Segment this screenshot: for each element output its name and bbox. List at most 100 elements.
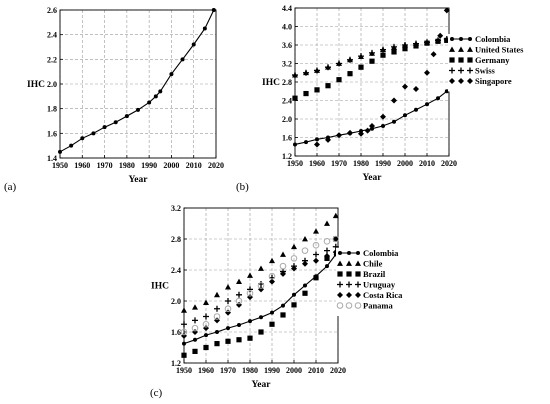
x-tick-label: 2010: [419, 159, 435, 168]
legend-marker-colombia: [356, 251, 360, 255]
legend-marker-united-states: [467, 46, 473, 52]
data-point-uruguay: [332, 243, 339, 250]
x-axis-label: Year: [363, 173, 383, 183]
data-point-germany: [391, 49, 397, 55]
data-point-colombia: [204, 333, 208, 338]
x-axis-label: Year: [129, 175, 149, 185]
data-point-colombia: [147, 100, 152, 105]
data-point-germany: [292, 95, 298, 101]
legend-label-brazil: Brazil: [363, 269, 386, 279]
legend-label-chile: Chile: [363, 259, 383, 269]
x-tick-label: 1980: [242, 366, 258, 375]
data-point-singapore: [325, 136, 331, 143]
legend-marker-costa-rica: [346, 292, 352, 298]
data-point-chile: [269, 257, 275, 264]
data-point-swiss: [435, 37, 441, 44]
data-point-panama: [191, 324, 199, 332]
y-tick-label: 1.6: [47, 129, 57, 138]
x-tick-label: 2020: [208, 161, 224, 170]
legend-marker-singapore: [467, 78, 473, 84]
data-point-singapore: [443, 7, 450, 14]
data-point-colombia: [113, 120, 118, 125]
x-tick-label: 1950: [52, 161, 68, 170]
legend-label-swiss: Swiss: [475, 66, 496, 76]
data-point-colombia: [259, 315, 263, 320]
y-tick-label: 2.2: [47, 55, 57, 64]
data-point-germany: [369, 58, 375, 64]
x-tick-label: 1990: [375, 159, 391, 168]
legend-marker-chile: [346, 260, 352, 266]
data-point-colombia: [281, 303, 285, 308]
x-tick-label: 1970: [97, 161, 113, 170]
legend-label-singapore: Singapore: [475, 76, 512, 86]
data-point-costa-rica: [302, 260, 308, 267]
y-tick-label: 2.0: [171, 297, 181, 306]
data-point-colombia: [158, 89, 163, 94]
panel-label: (a): [4, 181, 17, 193]
chart-panel-1: 1950 1960 1970 1980 1990 2000 2010 2020 1.2 1.6 2.…: [236, 4, 548, 193]
series-colombia: [58, 8, 216, 154]
x-tick-label: 2000: [397, 159, 413, 168]
data-point-uruguay: [181, 321, 187, 328]
y-tick-label: 2.4: [171, 266, 181, 275]
y-axis-label: IHC: [151, 282, 169, 292]
data-point-colombia: [211, 8, 216, 12]
data-point-swiss: [424, 39, 430, 46]
legend-label-germany: Germany: [475, 55, 510, 65]
legend-marker-swiss: [458, 67, 464, 74]
data-point-brazil: [236, 337, 242, 343]
data-point-panama: [235, 297, 243, 305]
data-point-germany: [380, 52, 386, 58]
y-tick-label: 2.6: [47, 6, 57, 15]
y-tick-label: 3.6: [282, 41, 292, 50]
data-point-colombia: [91, 131, 96, 136]
data-point-uruguay: [313, 251, 319, 258]
data-point-chile: [203, 299, 209, 305]
legend-label-united-states: United States: [475, 45, 524, 55]
data-point-panama: [312, 241, 320, 249]
data-point-costa-rica: [291, 265, 297, 272]
data-point-swiss: [303, 69, 309, 76]
data-point-chile: [313, 228, 319, 234]
data-point-singapore: [364, 127, 371, 134]
y-tick-label: 4.4: [282, 4, 292, 13]
data-point-germany: [325, 83, 331, 89]
data-point-chile: [324, 220, 330, 226]
data-point-germany: [402, 46, 408, 52]
legend-label-costa-rica: Costa Rica: [363, 290, 403, 300]
data-point-brazil: [258, 329, 264, 335]
series-brazil: [181, 236, 339, 358]
data-point-colombia: [58, 149, 62, 154]
data-point-swiss: [292, 72, 298, 79]
y-tick-label: 1.2: [171, 359, 181, 368]
series-colombia: [293, 89, 449, 147]
data-point-swiss: [325, 64, 331, 71]
data-point-brazil: [313, 275, 319, 281]
x-tick-label: 1960: [198, 366, 214, 375]
data-point-colombia: [414, 107, 418, 112]
legend-marker-brazil: [355, 271, 361, 277]
data-point-brazil: [203, 344, 209, 351]
data-point-swiss: [369, 49, 375, 56]
data-point-uruguay: [247, 286, 253, 293]
series-swiss: [292, 35, 450, 79]
data-point-colombia: [270, 310, 274, 315]
legend-label-uruguay: Uruguay: [363, 280, 396, 290]
data-point-singapore: [437, 32, 444, 39]
data-point-germany: [303, 90, 309, 97]
data-point-colombia: [292, 292, 296, 297]
legend-marker-chile: [355, 260, 361, 266]
data-point-colombia: [237, 323, 241, 328]
legend-marker-colombia: [338, 251, 342, 255]
legend-marker-colombia: [459, 37, 463, 41]
legend-marker-germany: [467, 57, 473, 63]
x-tick-label: 2020: [441, 159, 457, 168]
legend-marker-colombia: [347, 251, 351, 255]
x-tick-label: 1980: [119, 161, 135, 170]
data-point-swiss: [413, 40, 419, 47]
data-point-singapore: [391, 97, 397, 104]
data-point-chile: [302, 236, 308, 242]
series-costa-rica: [181, 249, 339, 339]
legend-marker-uruguay: [355, 281, 361, 288]
x-tick-label: 1960: [309, 159, 325, 168]
